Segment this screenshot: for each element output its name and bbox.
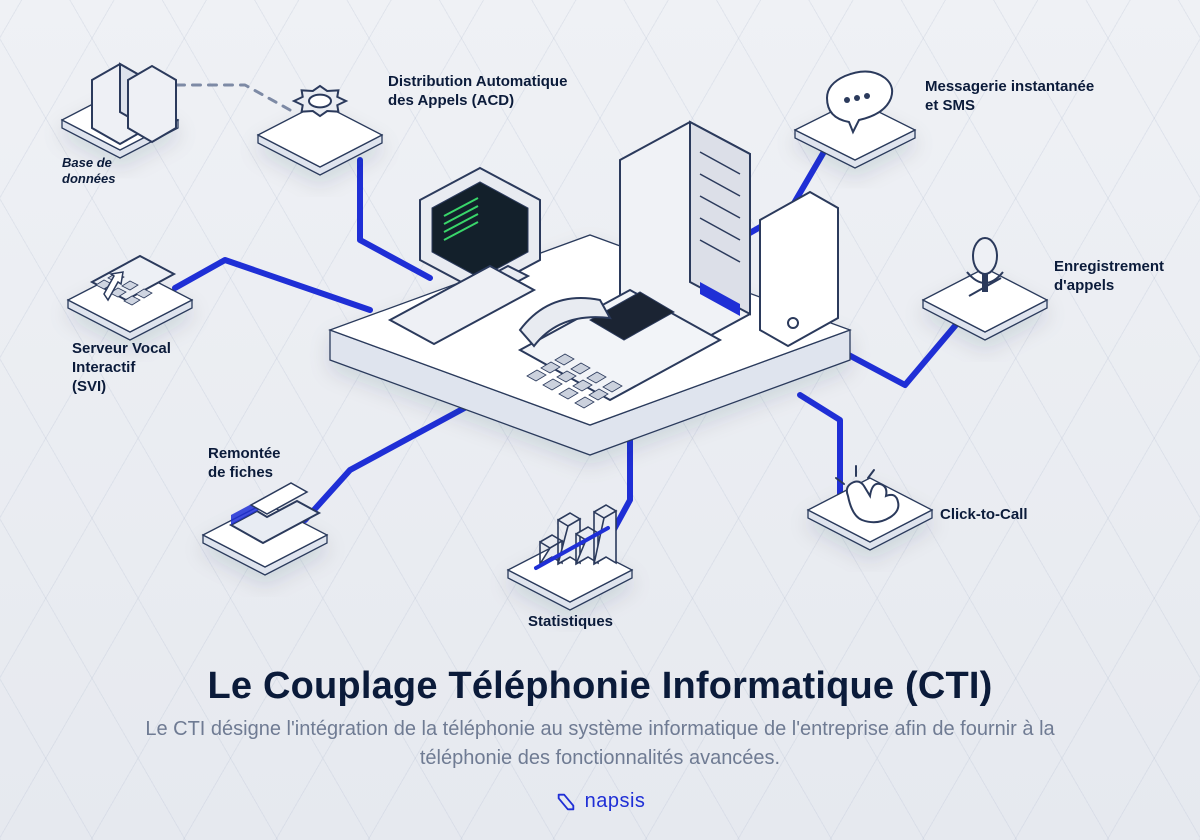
label-acd: Distribution Automatiquedes Appels (ACD) bbox=[388, 73, 567, 111]
database-icon bbox=[92, 64, 176, 144]
diagram-subtitle: Le CTI désigne l'intégration de la télép… bbox=[120, 715, 1080, 773]
brand-mark-icon bbox=[555, 791, 577, 813]
label-click: Click-to-Call bbox=[940, 506, 1028, 525]
connector-db bbox=[175, 85, 290, 110]
diagram-title: Le Couplage Téléphonie Informatique (CTI… bbox=[0, 665, 1200, 708]
brand-logo: napsis bbox=[0, 790, 1200, 813]
label-rec: Enregistrementd'appels bbox=[1054, 258, 1164, 296]
label-fiches: Remontéede fiches bbox=[208, 445, 281, 483]
label-svi: Serveur VocalInteractif(SVI) bbox=[72, 340, 171, 396]
bars-icon bbox=[536, 505, 616, 568]
diagram-stage bbox=[0, 0, 1200, 840]
smartphone-icon bbox=[760, 192, 838, 346]
label-stats: Statistiques bbox=[528, 613, 613, 632]
connector-click bbox=[800, 395, 840, 498]
label-db: Base dedonnées bbox=[62, 155, 115, 188]
brand-name: napsis bbox=[585, 790, 646, 813]
connector-svi bbox=[175, 260, 370, 310]
label-sms: Messagerie instantanéeet SMS bbox=[925, 78, 1094, 116]
gear-icon bbox=[294, 86, 346, 116]
connector-fiches bbox=[305, 405, 470, 520]
